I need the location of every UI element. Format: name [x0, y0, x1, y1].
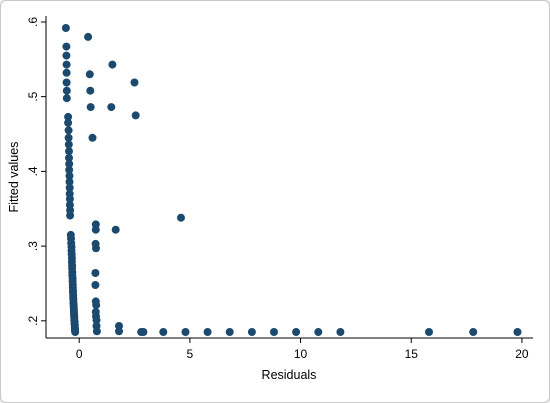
data-point — [130, 78, 139, 87]
data-point — [88, 133, 97, 142]
data-point — [181, 328, 190, 336]
data-point — [92, 244, 100, 253]
data-point — [66, 211, 75, 220]
data-point — [92, 316, 101, 325]
data-point — [91, 269, 100, 277]
data-point — [62, 78, 71, 87]
data-point — [64, 126, 73, 135]
x-axis-title: Residuals — [262, 368, 317, 382]
x-tick-label: 5 — [187, 347, 194, 361]
x-tick-label: 0 — [76, 347, 83, 361]
data-point — [86, 86, 95, 95]
data-point — [62, 68, 71, 77]
data-point — [247, 328, 256, 336]
data-point — [65, 159, 74, 168]
y-ticks: .2 .3 .4 .5 .6 — [26, 17, 46, 326]
data-point — [65, 147, 73, 156]
data-point — [65, 165, 74, 174]
data-point — [64, 133, 73, 142]
data-point — [62, 42, 71, 51]
data-point — [64, 112, 73, 121]
data-point — [469, 328, 478, 336]
data-point — [111, 225, 120, 234]
data-point — [115, 327, 123, 336]
y-tick-label: .2 — [26, 315, 40, 325]
data-point — [292, 328, 301, 336]
data-point — [159, 328, 168, 336]
data-point — [314, 328, 323, 336]
data-point — [84, 32, 93, 41]
y-tick-label: .6 — [26, 17, 40, 27]
data-point — [425, 328, 433, 336]
data-point — [270, 328, 278, 336]
data-point — [513, 328, 522, 336]
data-point — [92, 301, 101, 310]
data-point — [336, 328, 345, 336]
data-point — [65, 195, 74, 203]
data-point — [61, 24, 70, 32]
data-point — [64, 140, 73, 149]
data-point — [65, 177, 74, 186]
data-point — [65, 153, 73, 162]
data-point — [92, 327, 101, 336]
y-tick-label: .3 — [26, 241, 40, 251]
data-point — [108, 60, 117, 69]
x-ticks: 0 5 10 15 20 — [76, 338, 529, 361]
data-point — [62, 60, 71, 69]
y-tick-label: .4 — [26, 166, 40, 176]
x-tick-label: 10 — [294, 347, 308, 361]
plot-background — [46, 16, 533, 338]
data-point — [85, 70, 94, 79]
y-tick-label: .5 — [26, 91, 40, 101]
data-point — [131, 111, 140, 120]
data-point — [91, 225, 100, 234]
data-point — [62, 94, 71, 103]
data-point — [91, 281, 100, 289]
data-point — [139, 328, 148, 336]
x-tick-label: 15 — [405, 347, 419, 361]
x-tick-label: 20 — [515, 347, 529, 361]
data-point — [64, 118, 73, 127]
data-point — [177, 213, 185, 222]
data-point — [86, 103, 95, 112]
data-point — [62, 86, 71, 95]
data-point — [65, 171, 74, 180]
data-point — [71, 328, 80, 336]
data-point — [107, 103, 116, 112]
y-axis-title: Fitted values — [7, 142, 21, 213]
points-layer — [61, 24, 522, 336]
data-point — [203, 328, 212, 336]
data-point — [225, 328, 234, 336]
data-point — [65, 183, 74, 192]
data-point — [62, 51, 71, 60]
